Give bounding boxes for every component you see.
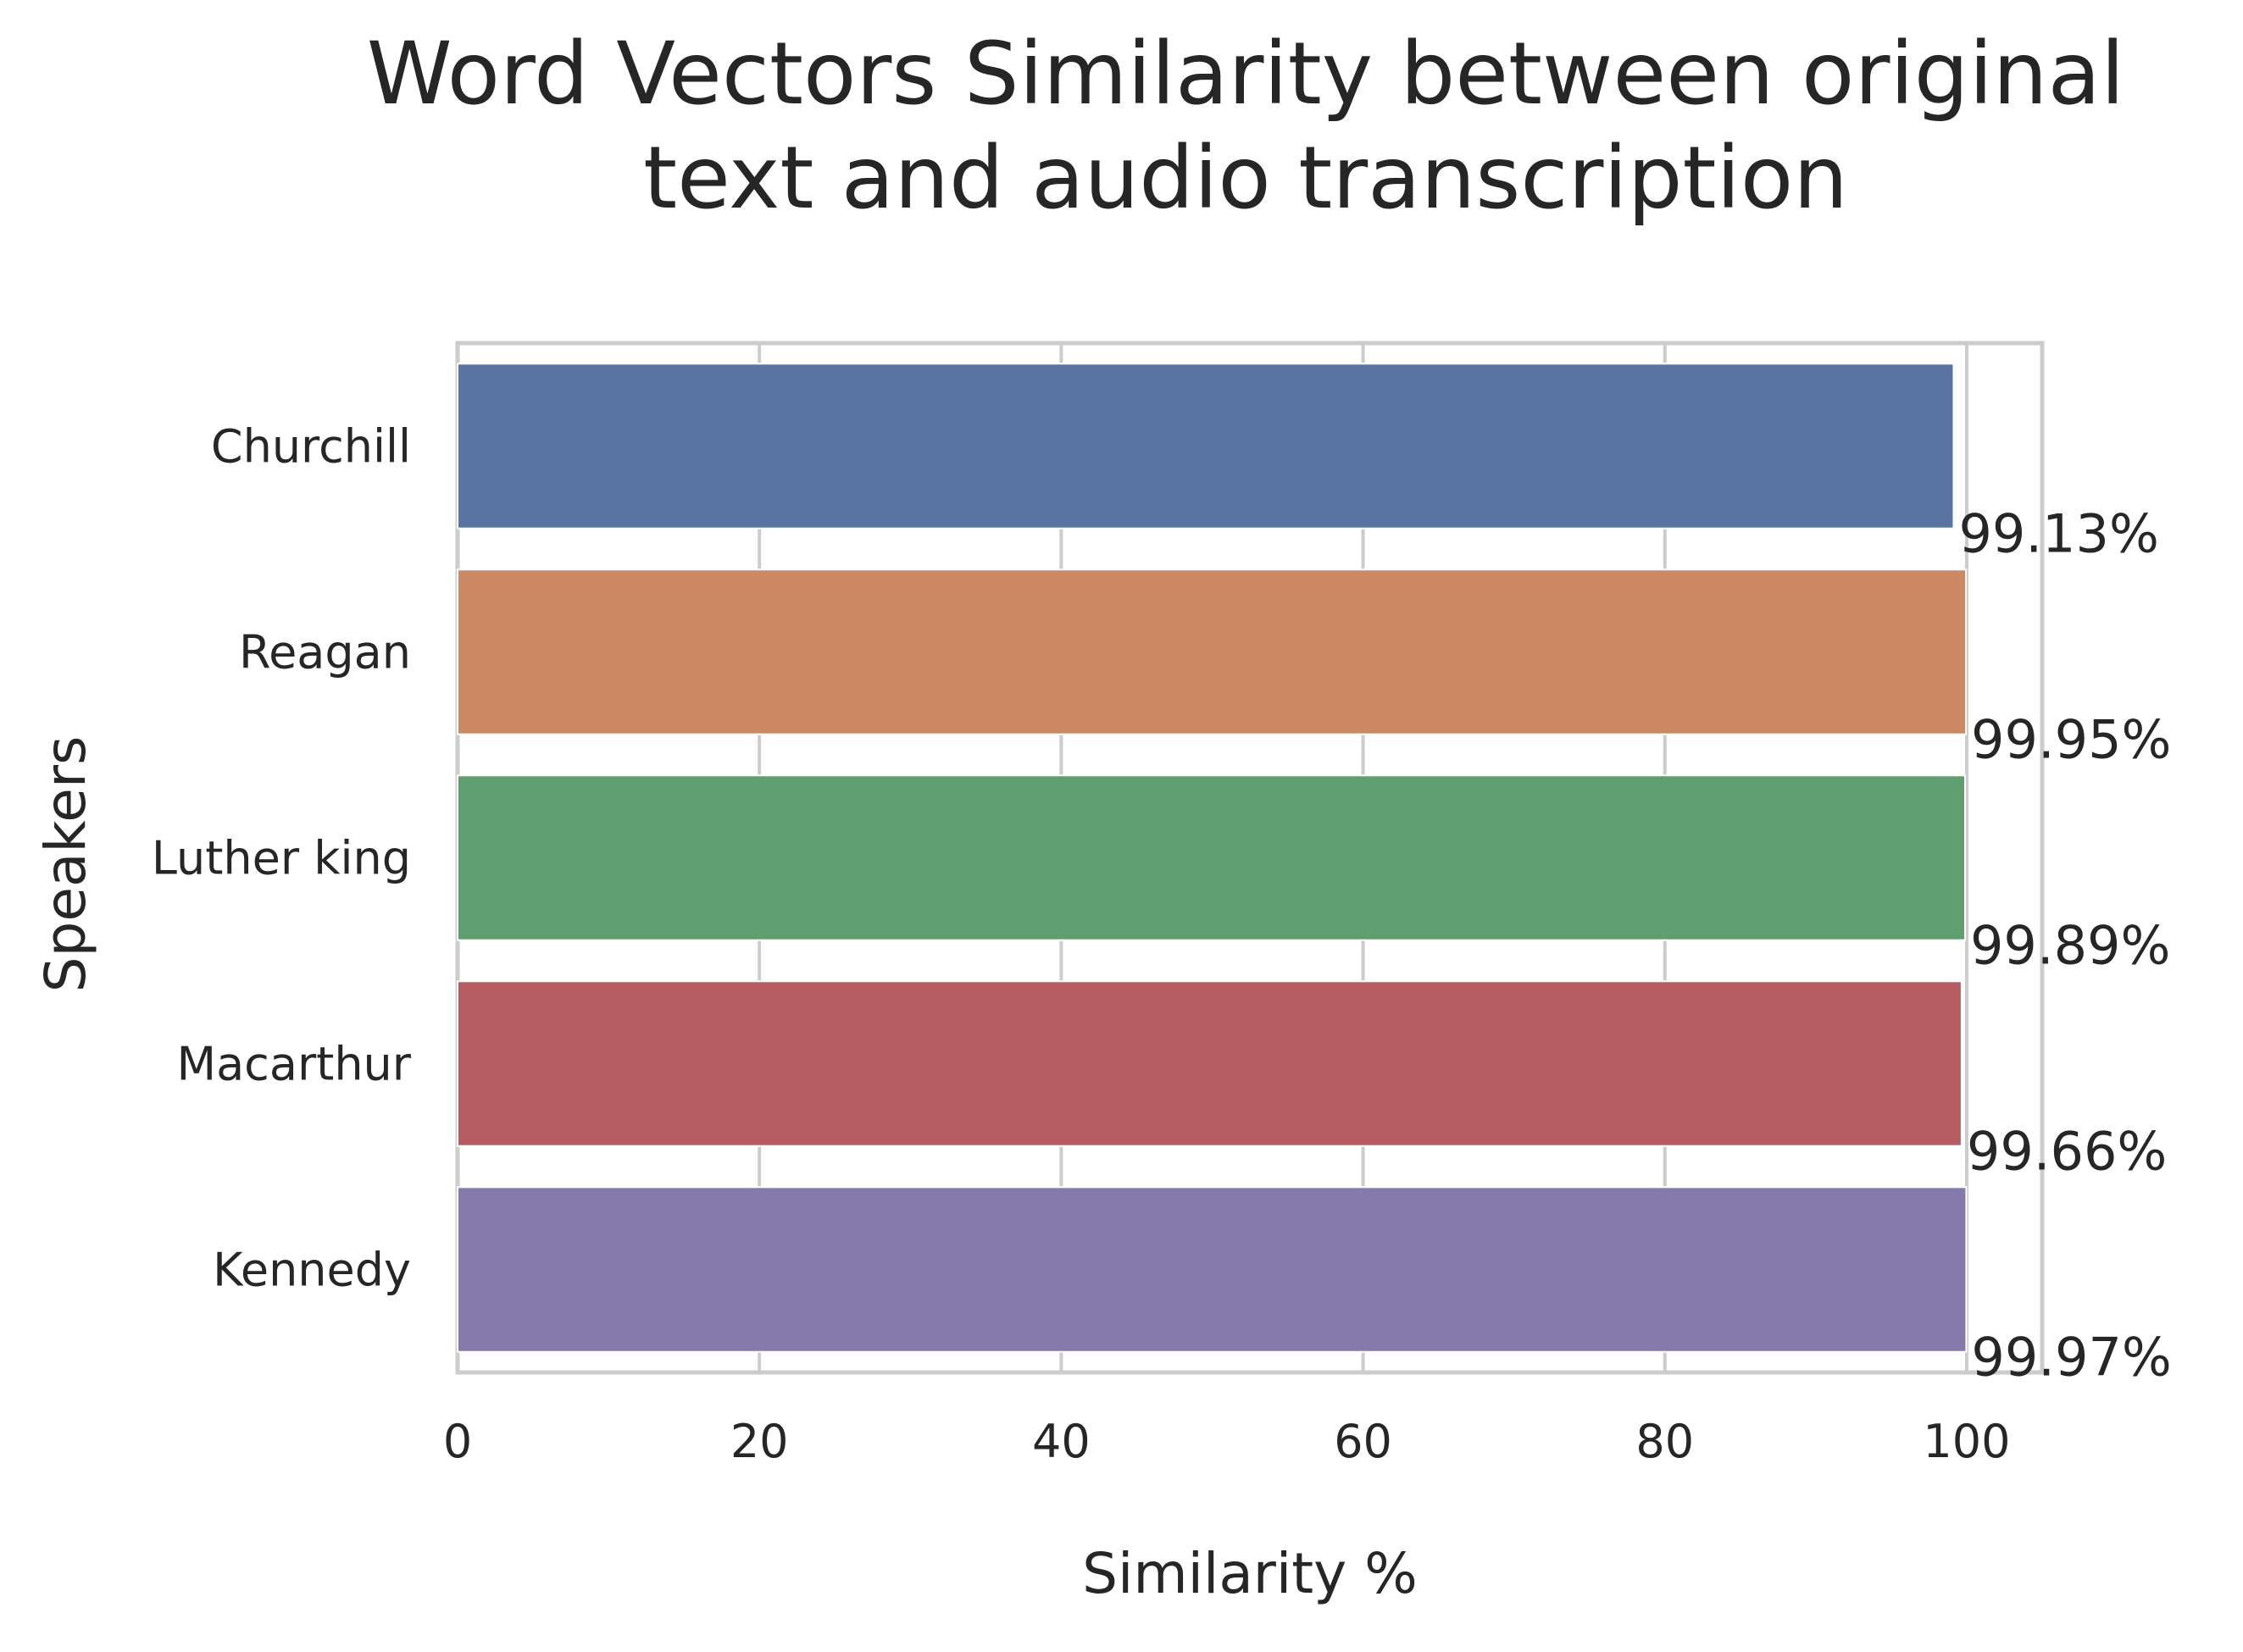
data-label-1: 99.95% bbox=[1971, 709, 2171, 771]
bar-reagan bbox=[457, 568, 1968, 735]
x-tick-label-4: 80 bbox=[1635, 1415, 1694, 1468]
x-tick-labels: 0 20 40 60 80 100 bbox=[443, 1415, 2011, 1468]
data-labels: 99.13% 99.95% 99.89% 99.66% 99.97% bbox=[1958, 503, 2171, 1389]
data-label-4: 99.97% bbox=[1971, 1327, 2171, 1389]
x-tick-label-5: 100 bbox=[1923, 1415, 2010, 1468]
y-tick-label-2: Luther king bbox=[152, 832, 411, 885]
data-label-0: 99.13% bbox=[1958, 503, 2158, 565]
bar-churchill bbox=[457, 363, 1955, 529]
y-tick-label-1: Reagan bbox=[239, 626, 411, 679]
chart-title-line-2: text and audio transcription bbox=[643, 128, 1848, 229]
bar-luther-king bbox=[457, 774, 1966, 941]
bars bbox=[457, 363, 1968, 1353]
x-tick-label-0: 0 bbox=[443, 1415, 472, 1468]
bar-macarthur bbox=[457, 980, 1963, 1147]
y-tick-label-4: Kennedy bbox=[213, 1244, 411, 1297]
x-tick-label-2: 40 bbox=[1032, 1415, 1091, 1468]
y-axis-label: Speakers bbox=[33, 736, 98, 993]
x-tick-label-3: 60 bbox=[1334, 1415, 1392, 1468]
x-axis-label: Similarity % bbox=[1082, 1541, 1418, 1606]
data-label-3: 99.66% bbox=[1967, 1121, 2167, 1183]
y-tick-label-0: Churchill bbox=[211, 420, 411, 474]
x-tick-label-1: 20 bbox=[730, 1415, 789, 1468]
y-tick-label-3: Macarthur bbox=[177, 1038, 412, 1091]
y-tick-labels: Churchill Reagan Luther king Macarthur Kenne… bbox=[152, 420, 412, 1297]
chart-title-line-1: Word Vectors Similarity between original bbox=[367, 24, 2125, 125]
bar-kennedy bbox=[457, 1186, 1968, 1353]
data-label-2: 99.89% bbox=[1970, 915, 2170, 977]
